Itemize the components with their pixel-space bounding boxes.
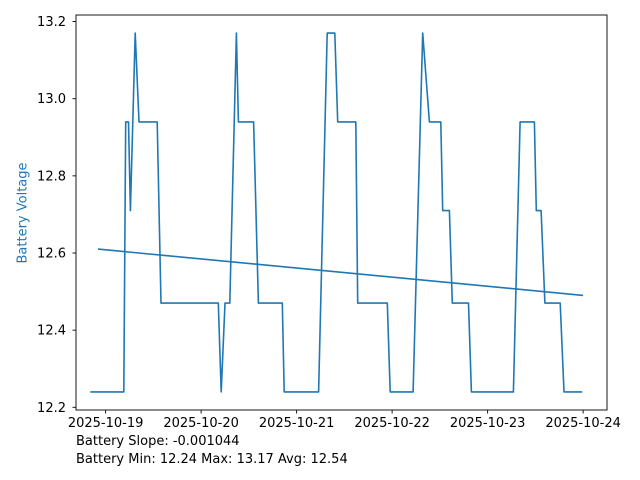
y-tick-label: 12.8 <box>37 169 66 184</box>
y-tick-label: 12.2 <box>37 401 66 416</box>
annotation-battery-stats: Battery Min: 12.24 Max: 13.17 Avg: 12.54 <box>76 452 348 467</box>
x-tick-label: 2025-10-20 <box>163 416 239 431</box>
y-tick-label: 12.4 <box>37 324 66 339</box>
y-axis-label: Battery Voltage <box>15 162 31 264</box>
annotation-battery-slope: Battery Slope: -0.001044 <box>76 434 240 449</box>
y-tick-label: 13.0 <box>37 92 66 107</box>
y-tick-label: 12.6 <box>37 247 66 262</box>
x-tick-label: 2025-10-23 <box>450 416 526 431</box>
plot-border <box>75 14 608 411</box>
x-tick-label: 2025-10-19 <box>68 416 144 431</box>
trend-line <box>97 248 584 297</box>
y-tick-label: 13.2 <box>37 15 66 30</box>
x-tick-label: 2025-10-21 <box>259 416 335 431</box>
battery-voltage <box>90 32 583 393</box>
x-tick-label: 2025-10-22 <box>354 416 430 431</box>
x-tick-label: 2025-10-24 <box>545 416 621 431</box>
